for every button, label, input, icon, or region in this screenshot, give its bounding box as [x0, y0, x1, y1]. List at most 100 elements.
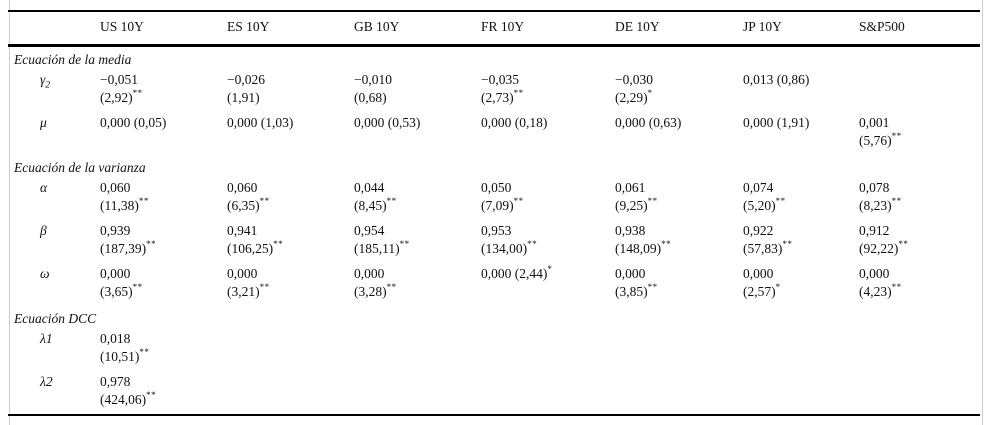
significance-stars: **: [891, 130, 902, 141]
t-statistic: (148,09): [615, 241, 662, 256]
t-statistic: (2,44): [514, 266, 548, 281]
value-cell: 0,978 (424,06)**: [100, 371, 227, 415]
value-cell: 0,000 (0,18): [481, 112, 615, 155]
value-cell: −0,035 (2,73)**: [481, 69, 615, 112]
coefficient-value: 0,954: [354, 223, 385, 238]
value-cell: 0,060 (11,38)**: [100, 177, 227, 220]
coefficient-value: −0,026: [227, 72, 265, 87]
value-cell: 0,013 (0,86): [743, 69, 859, 112]
coefficient-value: −0,035: [481, 72, 519, 87]
value-cell: 0,912 (92,22)**: [859, 220, 980, 263]
section-row: Ecuación de la varianza: [8, 155, 980, 177]
parameter-symbol: λ2: [40, 374, 53, 389]
significance-stars: **: [146, 238, 157, 249]
row-label: β: [8, 220, 100, 263]
empty-cell: [481, 371, 615, 415]
value-cell: 0,000 (2,44)*: [481, 263, 615, 306]
empty-cell: [615, 371, 743, 415]
t-statistic: (8,23): [859, 198, 892, 213]
row-label: γ2: [8, 69, 100, 112]
t-statistic: (2,57): [743, 284, 776, 299]
coefficient-value: 0,000: [354, 266, 385, 281]
row-label: λ1: [8, 328, 100, 371]
parameter-symbol: μ: [40, 115, 47, 130]
significance-stars: **: [273, 238, 284, 249]
value-cell: 0,000 (0,53): [354, 112, 481, 155]
value-cell: 0,074 (5,20)**: [743, 177, 859, 220]
value-cell: 0,018 (10,51)**: [100, 328, 227, 371]
significance-stars: **: [386, 195, 397, 206]
empty-cell: [354, 328, 481, 371]
value-cell: 0,000 (3,85)**: [615, 263, 743, 306]
value-cell: 0,922 (57,83)**: [743, 220, 859, 263]
significance-stars: **: [647, 281, 658, 292]
param-row: α 0,060 (11,38)** 0,060 (6,35)** 0,044 (8,45)*…: [8, 177, 980, 220]
coefficient-value: 0,939: [100, 223, 131, 238]
coefficient-value: 0,050: [481, 180, 512, 195]
value-cell: 0,000 (0,05): [100, 112, 227, 155]
t-statistic: (1,03): [260, 115, 294, 130]
row-label: α: [8, 177, 100, 220]
significance-stars: **: [132, 281, 143, 292]
t-statistic: (5,76): [859, 133, 892, 148]
results-table-body: Ecuación de la media γ2 −0,051 (2,92)** −0,0…: [8, 46, 980, 416]
section-row: Ecuación DCC: [8, 306, 980, 328]
significance-stars: **: [527, 238, 538, 249]
significance-stars: **: [138, 195, 149, 206]
empty-cell: [354, 371, 481, 415]
significance-stars: **: [259, 281, 270, 292]
t-statistic: (2,73): [481, 90, 514, 105]
coefficient-value: 0,938: [615, 223, 646, 238]
section-title: Ecuación DCC: [14, 311, 97, 326]
t-statistic: (134,00): [481, 241, 528, 256]
significance-stars: **: [399, 238, 410, 249]
significance-stars: **: [775, 195, 786, 206]
significance-stars: **: [782, 238, 793, 249]
coefficient-value: 0,000: [615, 266, 646, 281]
coefficient-value: 0,000: [743, 266, 774, 281]
t-statistic: (1,91): [227, 90, 260, 105]
coefficient-value: 0,013: [743, 72, 774, 87]
value-cell: 0,000 (4,23)**: [859, 263, 980, 306]
significance-stars: *: [647, 87, 653, 98]
t-statistic: (0,53): [387, 115, 421, 130]
coefficient-value: 0,000: [227, 266, 258, 281]
significance-stars: **: [513, 87, 524, 98]
t-statistic: (2,92): [100, 90, 133, 105]
significance-stars: **: [139, 346, 150, 357]
t-statistic: (4,23): [859, 284, 892, 299]
coefficient-value: 0,912: [859, 223, 890, 238]
t-statistic: (0,68): [354, 90, 387, 105]
empty-cell: [481, 328, 615, 371]
param-row: μ 0,000 (0,05) 0,000 (1,03) 0,000 (0,53) 0,0…: [8, 112, 980, 155]
table-container: US 10Y ES 10Y GB 10Y FR 10Y DE 10Y JP 10Y S&P5…: [8, 10, 980, 416]
t-statistic: (187,39): [100, 241, 147, 256]
value-cell: 0,000 (3,21)**: [227, 263, 354, 306]
value-cell: 0,953 (134,00)**: [481, 220, 615, 263]
param-row: β 0,939 (187,39)** 0,941 (106,25)** 0,954 (185…: [8, 220, 980, 263]
empty-cell: [227, 371, 354, 415]
coefficient-value: 0,044: [354, 180, 385, 195]
page-edge-line-right: [982, 0, 983, 425]
t-statistic: (1,91): [776, 115, 810, 130]
value-cell: 0,060 (6,35)**: [227, 177, 354, 220]
empty-cell: [743, 328, 859, 371]
coefficient-value: −0,051: [100, 72, 138, 87]
empty-cell: [859, 69, 980, 112]
t-statistic: (7,09): [481, 198, 514, 213]
t-statistic: (92,22): [859, 241, 899, 256]
t-statistic: (8,45): [354, 198, 387, 213]
value-cell: −0,030 (2,29)*: [615, 69, 743, 112]
value-cell: 0,000 (3,65)**: [100, 263, 227, 306]
parameter-symbol: λ1: [40, 331, 53, 346]
significance-stars: **: [647, 195, 658, 206]
empty-cell: [859, 371, 980, 415]
t-statistic: (0,18): [514, 115, 548, 130]
coefficient-value: 0,060: [227, 180, 258, 195]
t-statistic: (5,20): [743, 198, 776, 213]
t-statistic: (185,11): [354, 241, 400, 256]
column-header: GB 10Y: [354, 11, 481, 47]
value-cell: 0,939 (187,39)**: [100, 220, 227, 263]
significance-stars: **: [891, 195, 902, 206]
page-edge-line-left: [9, 0, 10, 425]
